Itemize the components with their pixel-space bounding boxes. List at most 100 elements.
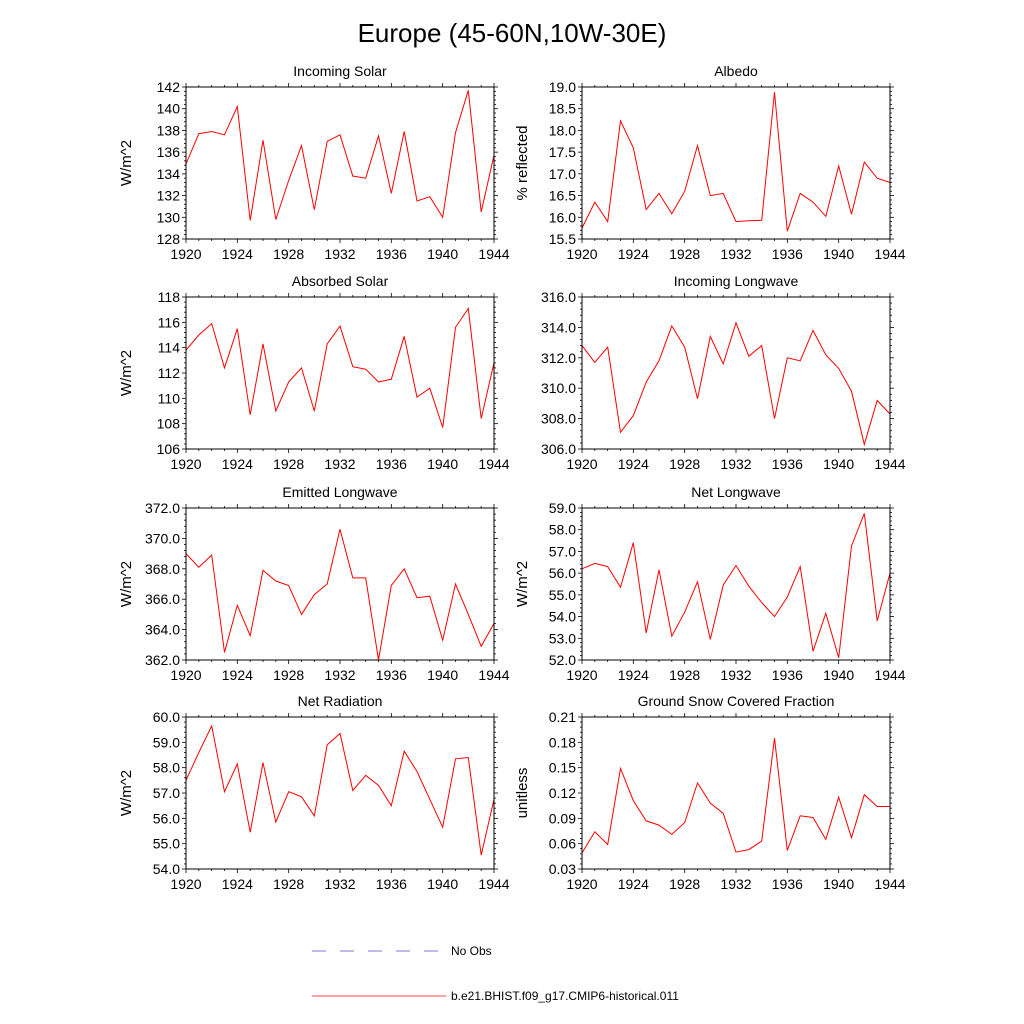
y-tick-label: 17.0 [549, 166, 576, 182]
panel-1: Incoming Solar W/m^2 128 130 132 134 136 138 140… [118, 63, 510, 262]
series-line [185, 90, 495, 221]
y-tick-label: 140 [157, 101, 181, 117]
y-tick-label: 16.5 [549, 188, 576, 204]
x-tick-label: 1928 [669, 456, 700, 472]
x-tick-label: 1920 [170, 246, 201, 262]
y-tick-label: 138 [157, 122, 181, 138]
legend: No Obs b.e21.BHIST.f09_g17.CMIP6-histori… [312, 944, 679, 1003]
y-tick-label: 130 [157, 209, 181, 225]
x-tick-label: 1928 [669, 246, 700, 262]
x-tick-label: 1924 [618, 456, 649, 472]
y-tick-label: 0.15 [549, 760, 576, 776]
x-tick-label: 1940 [427, 246, 458, 262]
x-tick-label: 1928 [273, 246, 304, 262]
x-tick-label: 1944 [874, 876, 905, 892]
x-tick-label: 1936 [772, 246, 803, 262]
x-tick-label: 1944 [478, 876, 509, 892]
x-tick-label: 1924 [618, 246, 649, 262]
x-tick-label: 1920 [170, 876, 201, 892]
y-tick-label: 366.0 [145, 591, 180, 607]
x-tick-label: 1936 [376, 246, 407, 262]
y-tick-label: 54.0 [549, 609, 576, 625]
x-tick-label: 1932 [324, 667, 355, 683]
x-tick-label: 1920 [566, 876, 597, 892]
y-tick-label: 306.0 [541, 441, 576, 457]
y-tick-label: 0.21 [549, 709, 576, 725]
series-line [185, 529, 495, 661]
x-tick-label: 1940 [823, 246, 854, 262]
x-tick-label: 1928 [669, 667, 700, 683]
y-tick-label: 52.0 [549, 652, 576, 668]
y-tick-label: 114 [158, 340, 181, 356]
legend-model-label: b.e21.BHIST.f09_g17.CMIP6-historical.011 [451, 989, 679, 1003]
x-tick-label: 1920 [170, 667, 201, 683]
y-tick-label: 59.0 [153, 734, 180, 750]
x-tick-label: 1924 [222, 456, 253, 472]
y-tick-label: 57.0 [153, 785, 180, 801]
plot-frame [185, 296, 495, 450]
y-tick-label: 116 [158, 314, 181, 330]
y-axis-label: W/m^2 [118, 140, 135, 186]
plot-frame [185, 716, 495, 870]
panel-title: Emitted Longwave [282, 484, 397, 500]
x-tick-label: 1940 [427, 667, 458, 683]
y-tick-label: 132 [157, 188, 181, 204]
y-tick-label: 364.0 [145, 622, 180, 638]
panel-title: Incoming Solar [293, 63, 387, 79]
y-tick-label: 59.0 [549, 500, 576, 516]
y-tick-label: 362.0 [145, 652, 180, 668]
x-tick-label: 1928 [669, 876, 700, 892]
x-tick-label: 1940 [427, 456, 458, 472]
y-tick-label: 106 [157, 441, 181, 457]
y-tick-label: 54.0 [153, 861, 180, 877]
x-tick-label: 1936 [376, 876, 407, 892]
y-tick-label: 316.0 [541, 289, 576, 305]
y-axis-label: W/m^2 [118, 770, 135, 816]
plot-frame [185, 86, 495, 240]
y-tick-label: 314.0 [541, 319, 576, 335]
y-tick-label: 0.18 [549, 734, 576, 750]
y-tick-label: 136 [157, 144, 181, 160]
x-tick-label: 1936 [772, 876, 803, 892]
series-line [185, 724, 495, 856]
x-tick-label: 1936 [772, 667, 803, 683]
x-tick-label: 1924 [618, 667, 649, 683]
y-tick-label: 312.0 [541, 350, 576, 366]
y-tick-label: 0.03 [549, 861, 576, 877]
x-tick-label: 1944 [874, 667, 905, 683]
y-tick-label: 55.0 [549, 587, 576, 603]
x-tick-label: 1920 [566, 667, 597, 683]
plot-frame [581, 296, 891, 450]
y-tick-label: 110 [158, 390, 181, 406]
x-tick-label: 1944 [478, 667, 509, 683]
x-tick-label: 1936 [772, 456, 803, 472]
y-tick-label: 18.5 [549, 101, 576, 117]
y-tick-label: 17.5 [549, 144, 576, 160]
x-tick-label: 1944 [478, 246, 509, 262]
y-tick-label: 142 [157, 79, 181, 95]
y-tick-label: 0.06 [549, 836, 576, 852]
panel-8: Ground Snow Covered Fraction unitless 0.03… [514, 693, 906, 892]
y-tick-label: 308.0 [541, 411, 576, 427]
x-tick-label: 1944 [478, 456, 509, 472]
y-tick-label: 118 [158, 289, 181, 305]
y-axis-label: W/m^2 [118, 561, 135, 607]
x-tick-label: 1932 [720, 456, 751, 472]
x-tick-label: 1928 [273, 456, 304, 472]
x-tick-label: 1932 [720, 246, 751, 262]
y-tick-label: 16.0 [549, 209, 576, 225]
x-tick-label: 1944 [874, 246, 905, 262]
x-tick-label: 1920 [566, 246, 597, 262]
legend-obs-label: No Obs [451, 944, 492, 958]
x-tick-label: 1940 [823, 456, 854, 472]
y-tick-label: 60.0 [153, 709, 180, 725]
x-tick-label: 1944 [874, 456, 905, 472]
y-tick-label: 56.0 [153, 810, 180, 826]
panel-title: Net Longwave [691, 484, 781, 500]
panel-5: Emitted Longwave W/m^2 362.0 364.0 366.0 368.… [118, 484, 510, 683]
x-tick-label: 1940 [823, 667, 854, 683]
figure-title: Europe (45-60N,10W-30E) [358, 18, 667, 48]
x-tick-label: 1932 [720, 876, 751, 892]
